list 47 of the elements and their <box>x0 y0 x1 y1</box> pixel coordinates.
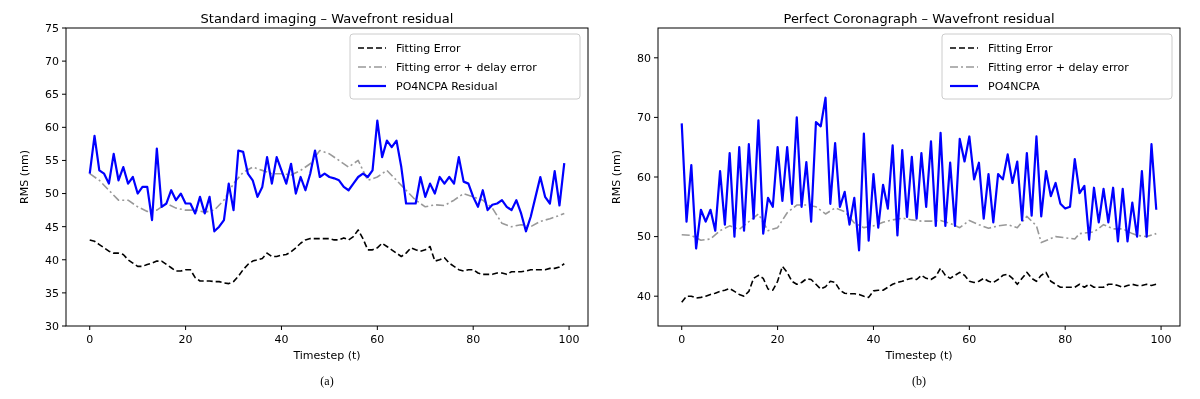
y-axis-title: RMS (nm) <box>610 150 623 204</box>
x-tick-label: 100 <box>1150 333 1172 346</box>
legend-label: PO4NCPA <box>988 79 1041 93</box>
line-series <box>88 149 566 228</box>
legend-label: Fitting error + delay error <box>396 60 538 74</box>
y-tick-label: 45 <box>45 220 59 234</box>
y-tick-label: 40 <box>45 253 59 267</box>
y-tick-label: 50 <box>637 230 651 244</box>
x-tick-label: 60 <box>370 333 385 346</box>
legend-label: PO4NCPA Residual <box>396 79 498 93</box>
y-tick-label: 60 <box>45 121 59 135</box>
y-tick-label: 65 <box>45 88 59 102</box>
text: (a) <box>320 374 334 388</box>
legend-label: Fitting error + delay error <box>988 60 1130 74</box>
x-tick-label: 80 <box>1058 333 1073 346</box>
chart-title: Standard imaging – Wavefront residual <box>200 11 454 26</box>
x-tick-label: 40 <box>274 333 289 346</box>
legend-label: Fitting Error <box>988 41 1054 55</box>
legend-label: Fitting Error <box>396 41 462 55</box>
y-tick-label: 40 <box>637 290 651 304</box>
x-tick-label: 100 <box>558 333 580 346</box>
y-tick-label: 35 <box>45 286 59 300</box>
x-axis-title: Timestep (t) <box>884 349 953 362</box>
line-series <box>680 96 1158 252</box>
y-tick-label: 30 <box>45 319 59 333</box>
y-tick-label: 70 <box>45 54 59 68</box>
x-tick-label: 0 <box>86 333 94 346</box>
x-tick-label: 40 <box>866 333 881 346</box>
y-tick-label: 70 <box>637 111 651 125</box>
y-axis-title: RMS (nm) <box>18 150 31 204</box>
line-series <box>680 204 1158 244</box>
y-tick-label: 75 <box>45 21 59 35</box>
x-tick-label: 20 <box>178 333 193 346</box>
y-tick-label: 60 <box>637 170 651 184</box>
x-axis-title: Timestep (t) <box>292 349 361 362</box>
x-tick-label: 60 <box>962 333 977 346</box>
x-tick-label: 0 <box>678 333 686 346</box>
line-series <box>88 229 566 285</box>
text: (b) <box>912 374 926 388</box>
line-series <box>88 119 566 233</box>
line-series <box>680 265 1158 303</box>
x-tick-label: 80 <box>466 333 481 346</box>
y-tick-label: 80 <box>637 51 651 65</box>
y-tick-label: 55 <box>45 154 59 168</box>
x-tick-label: 20 <box>770 333 785 346</box>
y-tick-label: 50 <box>45 187 59 201</box>
chart-title: Perfect Coronagraph – Wavefront residual <box>783 11 1055 26</box>
